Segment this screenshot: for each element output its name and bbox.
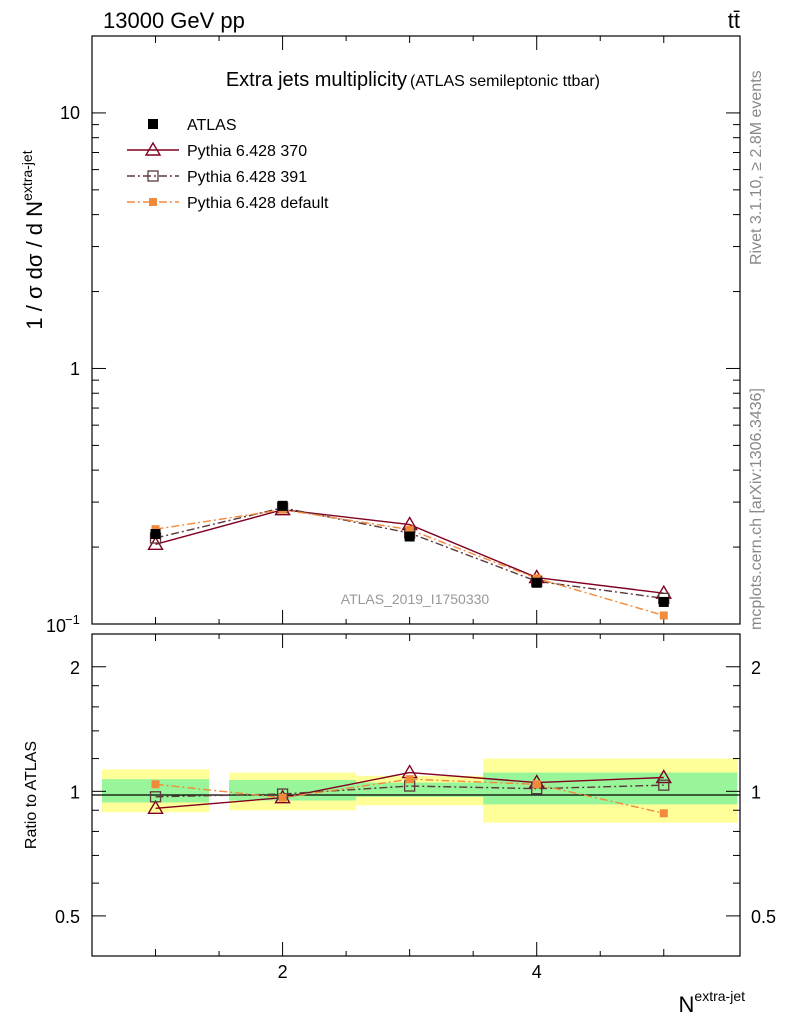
- main-series-layer: [147, 500, 672, 620]
- ratio-band-green: [483, 772, 738, 805]
- legend-marker-pythia-6-428-391: [147, 170, 159, 182]
- ratio-x-tick-label: 4: [532, 962, 542, 982]
- ratio-point-pythia-6-428-391: [658, 779, 670, 791]
- legend-label-atlas: ATLAS: [187, 117, 237, 134]
- legend-marker-pythia-6-428-default: [149, 198, 157, 206]
- ratio-series-layer: [147, 764, 672, 818]
- legend-label-pythia-6-428-370: Pythia 6.428 370: [187, 143, 307, 160]
- series-line-pythia-6-428-370: [155, 509, 664, 594]
- main-panel-frame: [91, 35, 741, 625]
- x-axis-label-superscript: extra-jet: [694, 988, 745, 1004]
- ratio-y-tick-label: 2: [70, 658, 80, 678]
- y-tick-label-10: 10: [60, 103, 80, 123]
- y-tick-label-bottom-exp: −1: [65, 612, 80, 627]
- x-axis-label-main: N: [679, 992, 695, 1017]
- chart-subtitle: (ATLAS semileptonic ttbar): [410, 73, 600, 90]
- chart-title: Extra jets multiplicity: [226, 69, 407, 91]
- ratio-point-pythia-6-428-370: [147, 799, 164, 814]
- data-point-atlas: [658, 596, 669, 607]
- ratio-band-green: [356, 782, 484, 797]
- ratio-panel-frame: [91, 633, 741, 957]
- ratio-y-tick-label-right: 2: [751, 658, 761, 678]
- ratio-line-pythia-6-428-370: [155, 771, 664, 809]
- data-point-atlas: [404, 531, 415, 542]
- y-tick-label-1: 1: [70, 359, 80, 379]
- series-line-pythia-6-428-391: [155, 507, 664, 600]
- main-axis-ticks: [91, 35, 740, 625]
- ratio-axis-ticks: [91, 634, 740, 957]
- rivet-version-label: Rivet 3.1.10, ≥ 2.8M events: [748, 70, 765, 265]
- x-axis-label: Nextra-jet: [679, 988, 746, 1017]
- ratio-y-tick-label-right: 1: [751, 782, 761, 802]
- legend: ATLAS Pythia 6.428 370 Pythia 6.428 391 Pyt…: [127, 117, 329, 212]
- ratio-line-pythia-6-428-391: [155, 784, 664, 798]
- source-label: mcplots.cern.ch [arXiv:1306.3436]: [748, 388, 765, 630]
- ratio-point-pythia-6-428-default: [532, 780, 541, 789]
- ratio-y-tick-labels: 0.5 0.5 1 1 2 2: [55, 658, 776, 927]
- process-label: tt̄: [728, 8, 740, 33]
- ratio-point-pythia-6-428-370: [655, 769, 672, 784]
- main-panel: Extra jets multiplicity (ATLAS semilepto…: [19, 35, 741, 636]
- legend-label-pythia-6-428-391: Pythia 6.428 391: [187, 169, 307, 186]
- legend-marker-atlas: [148, 119, 158, 129]
- ratio-point-pythia-6-428-391: [149, 791, 162, 803]
- analysis-id-label: ATLAS_2019_I1750330: [341, 591, 490, 607]
- y-axis-label: 1 / σ dσ / d Nextra-jet: [19, 150, 47, 329]
- data-point-atlas: [150, 529, 161, 540]
- data-point-pythia-6-428-default: [405, 525, 414, 534]
- ratio-y-tick-label-right: 0.5: [751, 907, 776, 927]
- ratio-y-tick-label: 1: [70, 782, 80, 802]
- y-axis-label-main: 1 / σ dσ / d N: [22, 201, 47, 330]
- y-tick-label-bottom: 10 −1: [46, 612, 80, 636]
- legend-marker-pythia-6-428-370: [144, 141, 162, 156]
- data-point-atlas: [277, 500, 288, 511]
- ratio-point-pythia-6-428-default: [151, 780, 160, 789]
- ratio-uncertainty-bands: [102, 758, 738, 823]
- y-tick-label-bottom-base: 10: [46, 616, 66, 636]
- data-point-atlas: [531, 577, 542, 588]
- ratio-x-tick-label: 2: [278, 962, 288, 982]
- ratio-point-pythia-6-428-default: [278, 793, 287, 802]
- ratio-point-pythia-6-428-default: [405, 775, 414, 784]
- ratio-band-green: [102, 779, 210, 803]
- energy-label: 13000 GeV pp: [103, 8, 245, 33]
- y-axis-label-superscript: extra-jet: [19, 150, 35, 201]
- legend-label-pythia-6-428-default: Pythia 6.428 default: [187, 195, 329, 212]
- ratio-y-tick-label: 0.5: [55, 907, 80, 927]
- ratio-y-axis-label: Ratio to ATLAS: [23, 741, 40, 849]
- data-point-pythia-6-428-default: [659, 611, 668, 620]
- ratio-point-pythia-6-428-default: [659, 809, 668, 818]
